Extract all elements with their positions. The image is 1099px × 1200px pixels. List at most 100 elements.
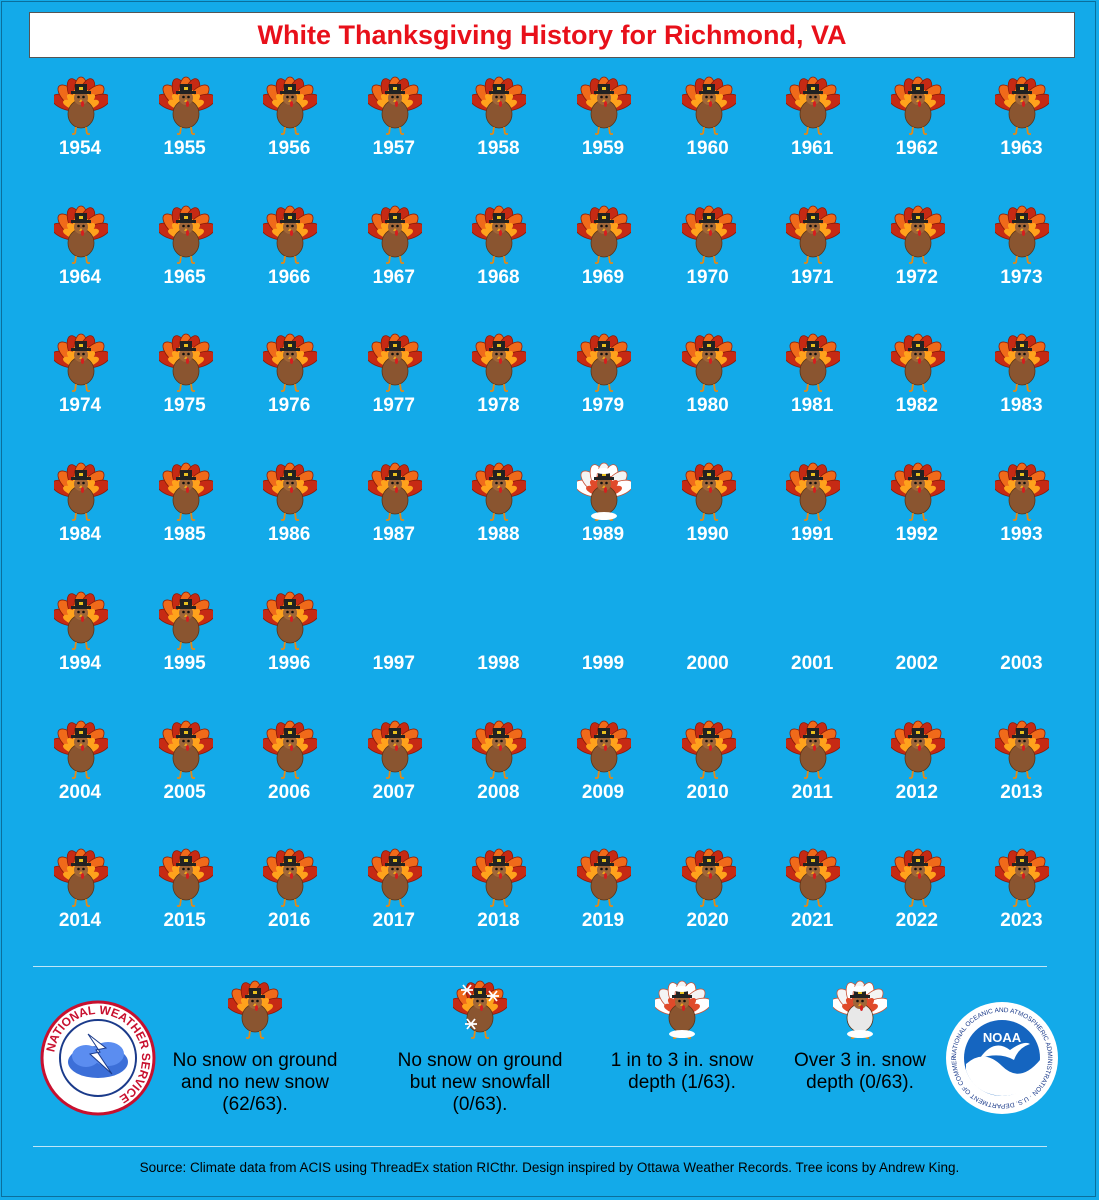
- year-label: 1992: [895, 524, 938, 546]
- turkey-icon: [786, 333, 841, 393]
- turkey-snow-icon: [577, 462, 631, 521]
- year-cell: 1994: [28, 591, 132, 691]
- year-cell: 2010: [656, 720, 760, 820]
- year-label: 2000: [686, 652, 729, 674]
- turkey-icon: [367, 205, 422, 264]
- year-cell: 2008: [446, 720, 550, 820]
- year-cell: 1980: [656, 333, 760, 433]
- title-box: White Thanksgiving History for Richmond,…: [29, 12, 1075, 58]
- legend-item: Over 3 in. snow depth (0/63).: [775, 980, 945, 1094]
- year-label: 1966: [268, 266, 311, 288]
- year-label: 2022: [895, 910, 938, 932]
- turkey-icon: [577, 720, 631, 779]
- year-label: 1999: [581, 652, 625, 674]
- turkey-icon: [786, 720, 841, 779]
- turkey-icon: [158, 591, 213, 650]
- year-cell: 2011: [760, 720, 864, 820]
- year-label: 1972: [895, 266, 938, 288]
- year-cell: 1957: [342, 76, 446, 176]
- year-label: 1988: [477, 524, 520, 546]
- year-label: 1954: [58, 138, 102, 159]
- year-cell: 1964: [28, 205, 132, 305]
- turkey-icon: [367, 333, 422, 393]
- divider-bottom: [33, 1146, 1047, 1147]
- turkey-icon: [263, 205, 318, 264]
- turkey-icon: [263, 462, 318, 521]
- turkey-icon: [786, 462, 841, 521]
- year-label: 2010: [686, 781, 729, 803]
- year-cell: 1970: [656, 205, 760, 305]
- turkey-icon: [995, 720, 1050, 779]
- legend-item: 1 in to 3 in. snow depth (1/63).: [597, 980, 767, 1094]
- year-label: 1990: [686, 524, 729, 546]
- year-label: 2018: [477, 910, 520, 932]
- turkey-icon: [786, 848, 841, 908]
- year-cell: 1968: [446, 205, 550, 305]
- year-label: 2013: [1000, 781, 1043, 803]
- year-label: 2023: [1000, 910, 1043, 932]
- year-label: 1975: [163, 395, 206, 417]
- turkey-icon: [995, 205, 1050, 264]
- year-cell: 1981: [760, 333, 864, 433]
- year-cell: 1996: [237, 591, 341, 691]
- turkey-icon: [158, 462, 213, 521]
- year-cell: 2000: [656, 591, 760, 691]
- year-label: 1960: [686, 138, 729, 159]
- year-cell: 2021: [760, 848, 864, 948]
- year-label: 2011: [791, 781, 833, 803]
- year-label: 1959: [581, 138, 625, 159]
- year-label: 1981: [791, 395, 834, 417]
- year-cell: 1979: [551, 333, 655, 433]
- turkey-icon: [472, 720, 527, 779]
- turkey-icon: [681, 848, 736, 908]
- year-label: 1971: [791, 266, 834, 288]
- source-note: Source: Climate data from ACIS using Thr…: [139, 1160, 960, 1175]
- year-label: 2021: [791, 910, 834, 932]
- turkey-icon: [681, 720, 736, 779]
- year-cell: 2023: [969, 848, 1073, 948]
- turkey-icon: [367, 462, 422, 521]
- year-cell: 2019: [551, 848, 655, 948]
- turkey-icon: [786, 76, 841, 135]
- year-cell: 1989: [551, 462, 655, 562]
- year-cell: 1975: [133, 333, 237, 433]
- year-cell: 2018: [446, 848, 550, 948]
- year-label: 2008: [477, 781, 520, 803]
- turkey-icon: [995, 333, 1050, 393]
- turkey-icon: [54, 462, 108, 521]
- turkey-icon: [54, 333, 108, 393]
- turkey-icon: [158, 76, 213, 135]
- year-cell: 1971: [760, 205, 864, 305]
- year-cell: 1974: [28, 333, 132, 433]
- year-label: 1967: [372, 266, 415, 288]
- year-cell: 1961: [760, 76, 864, 176]
- turkey-snowflakes-icon: [453, 980, 507, 1039]
- year-label: 1986: [268, 524, 311, 546]
- year-cell: 1997: [342, 591, 446, 691]
- turkey-light-snow-icon: [655, 980, 709, 1039]
- year-cell: 2005: [133, 720, 237, 820]
- turkey-icon: [890, 462, 945, 521]
- year-label: 2004: [58, 781, 102, 803]
- year-cell: 1962: [865, 76, 969, 176]
- year-label: 2005: [163, 781, 206, 803]
- year-label: 2016: [268, 910, 311, 932]
- turkey-icon: [577, 76, 631, 135]
- year-cell: 1990: [656, 462, 760, 562]
- year-label: 1964: [58, 266, 102, 288]
- year-label: 1985: [163, 524, 206, 546]
- legend-item: No snow on ground but new snowfall (0/63…: [395, 980, 565, 1116]
- turkey-icon: [54, 205, 108, 264]
- year-label: 1965: [163, 266, 206, 288]
- year-label: 2019: [581, 910, 625, 932]
- year-label: 1982: [895, 395, 938, 417]
- year-label: 1997: [372, 652, 415, 674]
- year-cell: 2007: [342, 720, 446, 820]
- turkey-icon: [995, 76, 1050, 135]
- year-label: 2007: [372, 781, 415, 803]
- turkey-icon: [263, 76, 318, 135]
- turkey-icon: [472, 848, 527, 908]
- year-label: 2015: [163, 910, 206, 932]
- turkey-icon: [472, 333, 527, 393]
